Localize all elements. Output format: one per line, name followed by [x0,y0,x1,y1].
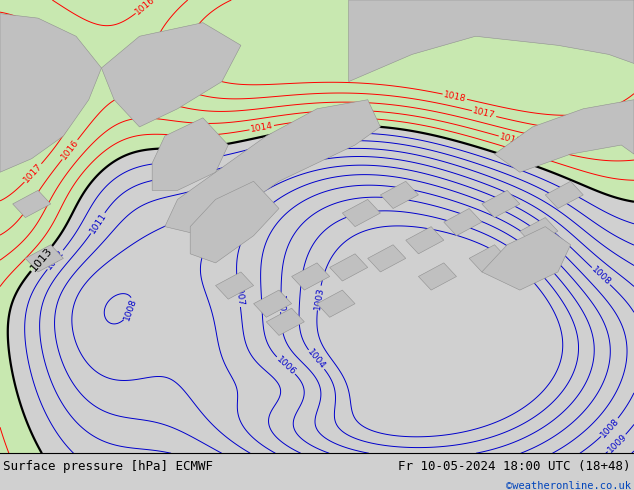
Polygon shape [266,308,304,335]
Text: 1008: 1008 [123,297,139,322]
Polygon shape [292,263,330,290]
Polygon shape [0,14,101,172]
Text: 1007: 1007 [233,283,245,307]
Polygon shape [152,118,228,190]
Polygon shape [406,226,444,254]
Text: 1006: 1006 [275,354,297,377]
Polygon shape [13,190,51,218]
Text: 1013: 1013 [29,245,55,273]
Polygon shape [482,226,571,290]
Polygon shape [349,0,634,81]
Text: 1016: 1016 [59,138,81,161]
Text: 1015: 1015 [498,132,523,147]
Text: 1010: 1010 [228,166,253,183]
Text: Surface pressure [hPa] ECMWF: Surface pressure [hPa] ECMWF [3,460,213,473]
Polygon shape [444,209,482,236]
Polygon shape [495,100,634,172]
Text: 1016: 1016 [134,0,157,16]
Text: 1018: 1018 [599,0,623,17]
Polygon shape [545,181,583,209]
Text: 1003: 1003 [313,286,325,310]
Text: ©weatheronline.co.uk: ©weatheronline.co.uk [506,481,631,490]
Polygon shape [216,272,254,299]
Text: 1008: 1008 [590,265,612,287]
Text: 1018: 1018 [443,90,467,103]
Polygon shape [520,218,558,245]
Polygon shape [342,199,380,226]
Text: 1017: 1017 [22,162,44,185]
Polygon shape [190,181,279,263]
Text: 1011: 1011 [87,211,108,235]
Polygon shape [165,100,380,236]
Text: 1009: 1009 [205,192,230,210]
Polygon shape [330,254,368,281]
Polygon shape [254,290,292,318]
Text: 1009: 1009 [605,432,628,455]
Polygon shape [101,23,241,127]
Text: 1014: 1014 [250,121,274,134]
Polygon shape [469,245,507,272]
Text: 1017: 1017 [472,106,496,121]
Text: Fr 10-05-2024 18:00 UTC (18+48): Fr 10-05-2024 18:00 UTC (18+48) [398,460,631,473]
Text: 1018: 1018 [26,132,48,156]
Polygon shape [25,245,63,272]
Text: 1012: 1012 [44,248,66,271]
Polygon shape [482,190,520,218]
Polygon shape [380,181,418,209]
Text: 1005: 1005 [276,294,285,318]
Polygon shape [317,290,355,318]
Polygon shape [418,263,456,290]
Polygon shape [368,245,406,272]
Text: 1004: 1004 [306,348,327,371]
Text: 1008: 1008 [598,416,621,439]
